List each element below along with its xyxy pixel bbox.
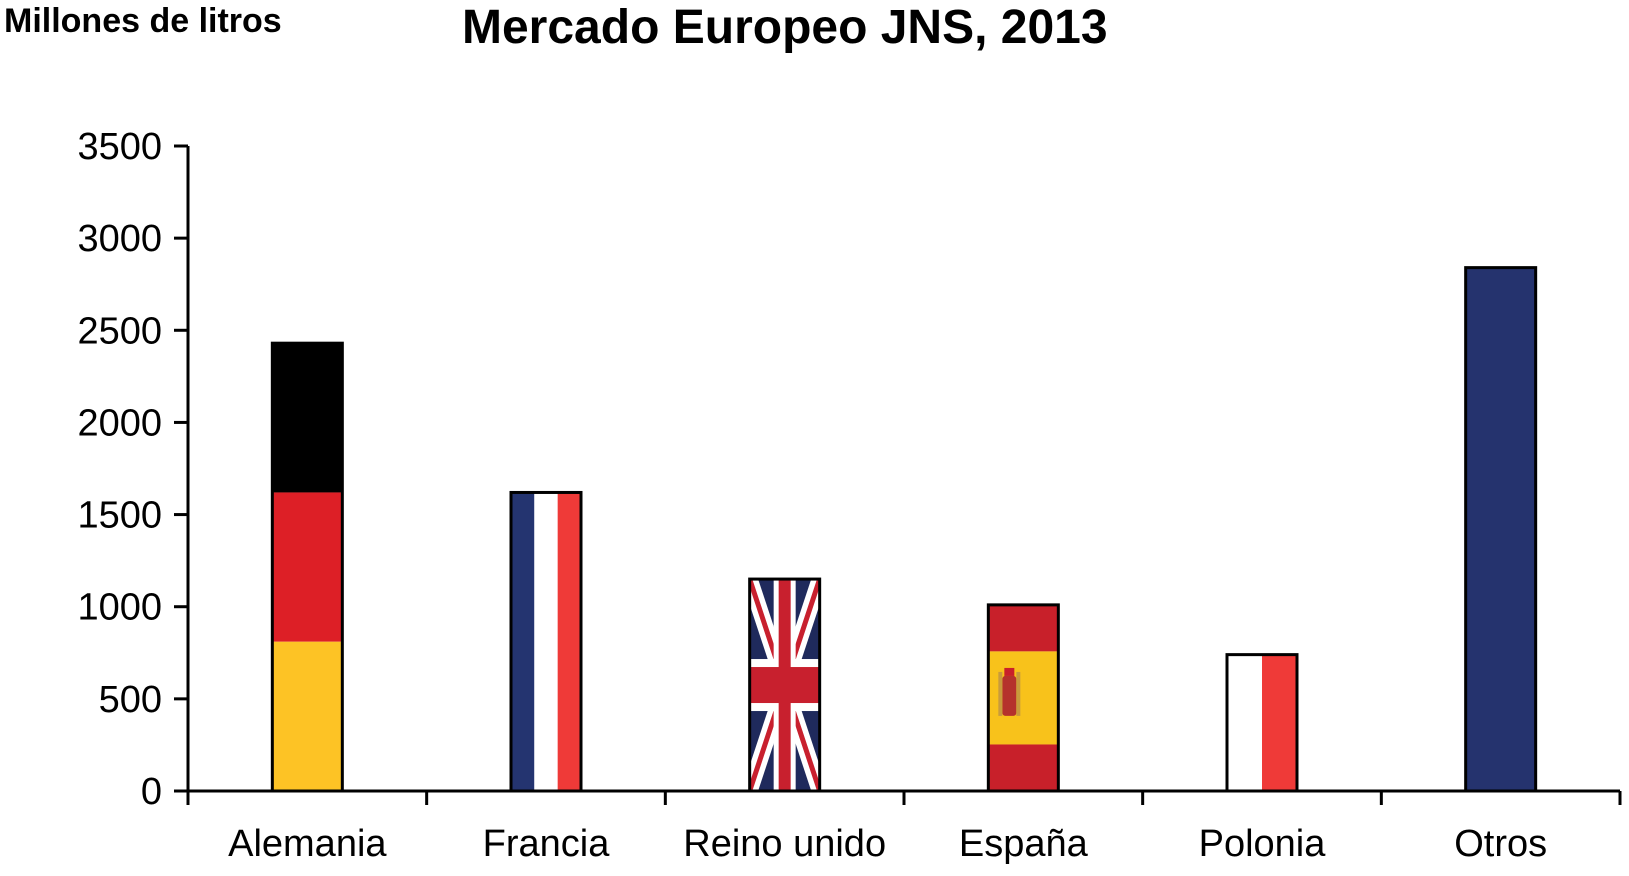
x-category-label: Polonia bbox=[1199, 823, 1327, 865]
bar-alemania bbox=[270, 341, 344, 793]
bar-outline bbox=[986, 603, 1060, 793]
y-tick-label: 2500 bbox=[77, 310, 162, 352]
x-category-label: Reino unido bbox=[683, 823, 886, 865]
chart-title: Mercado Europeo JNS, 2013 bbox=[462, 1, 1108, 54]
y-axis-title: Millones de litros bbox=[4, 2, 282, 40]
bar-stripe-white bbox=[1227, 654, 1262, 791]
y-tick-label: 0 bbox=[141, 771, 162, 813]
bar-stripe-gold bbox=[272, 641, 343, 791]
bar-fill bbox=[1465, 267, 1536, 792]
y-tick-label: 1000 bbox=[77, 587, 162, 629]
x-category-label: Otros bbox=[1454, 823, 1547, 865]
bar-stripe-blue bbox=[511, 492, 535, 791]
y-tick-label: 2000 bbox=[77, 402, 162, 444]
uk-cross-red bbox=[749, 667, 820, 704]
union-jack-pattern bbox=[749, 579, 820, 791]
spain-crown bbox=[1004, 667, 1015, 676]
bar-stripe-black bbox=[272, 343, 343, 493]
bar-stripe-red bbox=[988, 744, 1059, 791]
spain-coat-of-arms bbox=[1002, 675, 1017, 716]
bar-francia bbox=[509, 490, 583, 793]
bar-outline bbox=[748, 577, 822, 793]
bar-reino-unido bbox=[748, 577, 822, 793]
bar-otros bbox=[1464, 266, 1538, 793]
bar-stripe-white bbox=[534, 492, 558, 791]
bar-polonia bbox=[1225, 653, 1299, 793]
bar-outline bbox=[509, 490, 583, 793]
x-category-label: Francia bbox=[483, 823, 611, 865]
x-category-label: Alemania bbox=[228, 823, 387, 865]
spain-pillar bbox=[1016, 671, 1021, 716]
bar-outline bbox=[1464, 266, 1538, 793]
bar-espana bbox=[986, 603, 1060, 793]
y-tick-label: 3500 bbox=[77, 126, 162, 168]
spain-pillar bbox=[998, 671, 1003, 716]
bar-outline bbox=[1225, 653, 1299, 793]
bar-outline bbox=[270, 341, 344, 793]
y-tick-label: 1500 bbox=[77, 495, 162, 537]
bar-stripe-red bbox=[272, 492, 343, 642]
y-tick-label: 3000 bbox=[77, 218, 162, 260]
y-tick-label: 500 bbox=[99, 679, 162, 721]
bar-stripe-red bbox=[1262, 654, 1297, 791]
bar-stripe-red bbox=[557, 492, 581, 791]
bar-stripe-red bbox=[988, 604, 1059, 652]
x-category-label: España bbox=[959, 823, 1089, 865]
